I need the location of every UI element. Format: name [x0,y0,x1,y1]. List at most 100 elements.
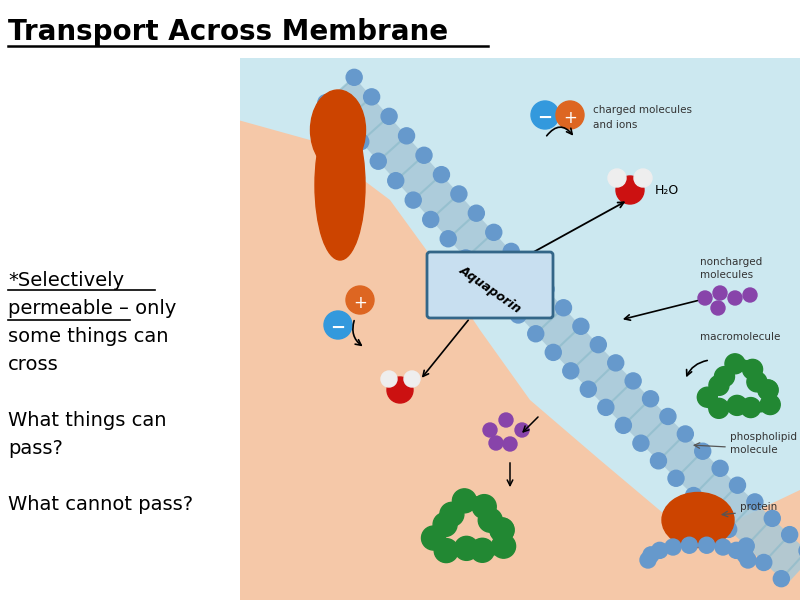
Circle shape [711,301,725,315]
Circle shape [318,95,334,110]
Circle shape [510,307,526,323]
Circle shape [760,395,780,415]
Circle shape [713,286,727,300]
Ellipse shape [310,90,366,170]
Circle shape [458,250,474,266]
Circle shape [747,372,767,392]
Circle shape [715,539,731,555]
Circle shape [486,224,502,241]
Text: +: + [353,294,367,312]
Circle shape [799,542,800,559]
Circle shape [650,453,666,469]
Circle shape [782,527,798,542]
Circle shape [741,398,761,418]
Circle shape [580,381,596,397]
Circle shape [740,552,756,568]
Circle shape [712,460,728,476]
Polygon shape [326,77,800,584]
Text: and ions: and ions [593,120,638,130]
Circle shape [730,477,746,493]
Circle shape [546,344,562,361]
Text: permeable – only: permeable – only [8,298,176,317]
Circle shape [709,398,729,418]
Circle shape [678,426,694,442]
Circle shape [422,211,438,227]
Circle shape [503,437,517,451]
Circle shape [353,134,369,150]
Circle shape [490,518,514,542]
Circle shape [493,288,509,304]
Circle shape [489,436,503,450]
Circle shape [451,186,467,202]
Text: −: − [330,319,346,337]
Circle shape [728,291,742,305]
Circle shape [590,337,606,353]
Ellipse shape [662,493,734,547]
Circle shape [709,376,729,395]
Text: What things can: What things can [8,410,166,430]
Circle shape [774,571,790,587]
Circle shape [499,413,513,427]
Circle shape [404,371,420,387]
Text: −: − [538,109,553,127]
Circle shape [643,547,659,563]
Circle shape [758,380,778,400]
Circle shape [398,128,414,144]
Circle shape [346,286,374,314]
Text: phospholipid: phospholipid [730,432,797,442]
Text: pass?: pass? [8,439,63,457]
Text: Transport Across Membrane: Transport Across Membrane [8,18,448,46]
Text: What cannot pass?: What cannot pass? [8,494,193,514]
Circle shape [598,400,614,415]
Circle shape [478,508,502,532]
Circle shape [440,502,464,526]
Circle shape [665,539,681,555]
Circle shape [698,291,712,305]
Text: molecules: molecules [700,270,753,280]
Circle shape [682,537,698,553]
Circle shape [764,511,780,526]
Circle shape [440,231,456,247]
Text: *Selectively: *Selectively [8,271,124,289]
Circle shape [491,534,515,558]
FancyBboxPatch shape [238,58,800,600]
Circle shape [381,371,397,387]
Circle shape [758,380,778,400]
Text: charged molecules: charged molecules [593,105,692,115]
Polygon shape [238,58,800,600]
Circle shape [556,101,584,129]
Circle shape [615,418,631,433]
Circle shape [324,311,352,339]
Circle shape [538,281,554,297]
Circle shape [387,377,413,403]
Circle shape [728,542,744,559]
Circle shape [694,443,710,459]
Circle shape [416,147,432,163]
Circle shape [503,244,519,259]
Circle shape [531,101,559,129]
Circle shape [528,326,544,342]
Text: some things can: some things can [8,326,169,346]
Circle shape [521,262,537,278]
Circle shape [756,554,772,571]
Circle shape [725,354,745,374]
Circle shape [608,169,626,187]
Circle shape [388,173,404,188]
Circle shape [625,373,641,389]
Circle shape [475,269,491,285]
Text: molecule: molecule [730,445,778,455]
Circle shape [642,391,658,407]
Circle shape [433,512,457,536]
Circle shape [727,395,747,415]
Text: protein: protein [740,502,778,512]
Circle shape [633,435,649,451]
Text: cross: cross [8,355,58,373]
Text: Aquaporin: Aquaporin [457,264,523,316]
Circle shape [454,536,478,560]
Circle shape [346,70,362,85]
Circle shape [483,423,497,437]
Circle shape [434,167,450,182]
Text: macromolecule: macromolecule [700,332,780,342]
Circle shape [364,89,380,105]
Ellipse shape [315,110,365,260]
